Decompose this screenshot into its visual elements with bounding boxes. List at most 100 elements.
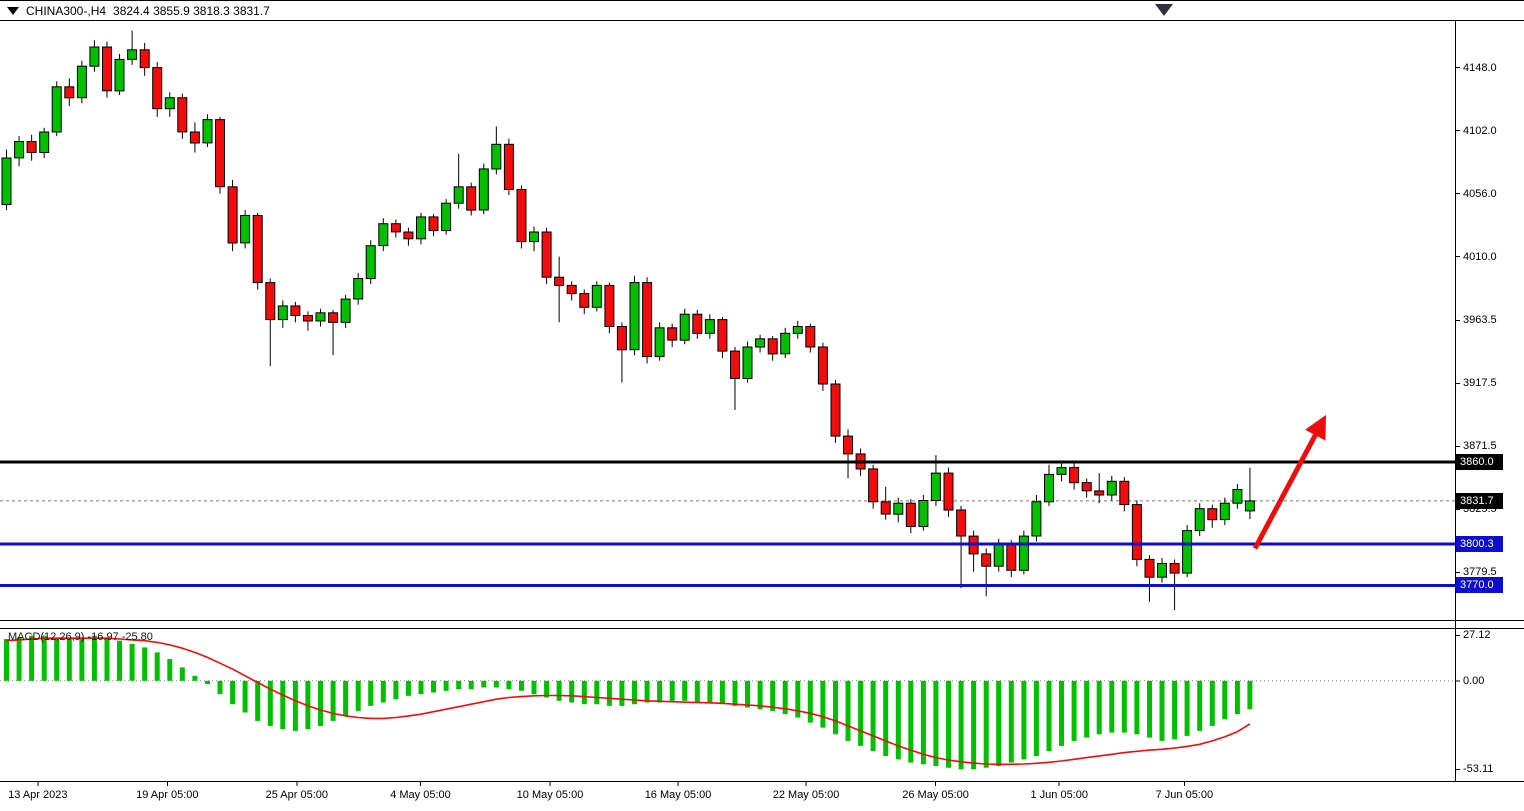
candle-body	[591, 284, 602, 308]
macd-bar	[355, 680, 361, 711]
candle-body	[516, 189, 527, 243]
time-axis-label: 13 Apr 2023	[8, 789, 68, 801]
candle-body	[616, 326, 627, 351]
chart-shift-icon[interactable]	[1155, 4, 1173, 16]
macd-bar	[732, 680, 738, 706]
macd-bar	[531, 680, 537, 695]
candle-body	[353, 278, 364, 300]
macd-bar	[933, 680, 939, 766]
current-price-tag: 3831.7	[1456, 492, 1503, 509]
candle-body	[642, 282, 653, 358]
macd-bar	[4, 639, 9, 681]
symbol-dropdown-icon[interactable]	[7, 7, 19, 15]
candle-body	[956, 509, 967, 537]
candle-body	[780, 332, 791, 355]
price-level-tag: 3770.0	[1456, 577, 1503, 594]
macd-bar	[581, 680, 587, 705]
macd-signal-line	[6, 637, 1251, 766]
candle-body	[240, 215, 251, 244]
price-level-tag: 3800.3	[1456, 535, 1503, 552]
candle-body	[1157, 563, 1167, 578]
macd-bar	[845, 680, 851, 741]
candle-body	[730, 350, 740, 380]
time-axis-label: 22 May 05:00	[772, 789, 840, 801]
macd-bar	[54, 637, 60, 681]
candle-body	[830, 383, 841, 437]
candle-body	[667, 327, 678, 341]
candle-body	[252, 215, 263, 284]
macd-bar	[493, 680, 499, 688]
candle-body	[930, 472, 941, 502]
macd-bar	[1059, 680, 1064, 746]
candle-body	[14, 141, 25, 159]
macd-bar	[556, 680, 562, 701]
candles	[1, 30, 1255, 610]
macd-bar	[1222, 680, 1228, 720]
macd-bar	[292, 680, 298, 731]
macd-bar	[1209, 680, 1215, 726]
macd-tick-label: -53.11	[1463, 763, 1494, 776]
candle-body	[1207, 508, 1218, 521]
macd-bar	[606, 680, 612, 706]
macd-bar	[104, 637, 110, 681]
macd-bar	[217, 680, 223, 695]
candle-body	[880, 501, 891, 515]
macd-bar	[431, 680, 436, 693]
macd-bar	[456, 680, 462, 690]
candle-body	[629, 282, 640, 351]
macd-name: MACD(12,26,9)	[8, 631, 85, 643]
macd-bar	[657, 680, 663, 703]
macd-bar	[41, 635, 47, 681]
macd-bar	[330, 680, 336, 721]
candle-body	[981, 553, 992, 567]
candle-body	[742, 346, 753, 379]
price-tick-label: 3963.5	[1463, 314, 1497, 327]
candle-body	[704, 319, 715, 334]
candle-body	[164, 97, 175, 110]
symbol-timeframe-label: CHINA300-,H4	[26, 4, 107, 18]
macd-bar	[707, 680, 713, 703]
candle-body	[189, 131, 200, 144]
macd-indicator-label: MACD(12,26,9) -16.97 -25.80	[8, 631, 153, 643]
macd-bar	[632, 680, 637, 705]
macd-bar	[1071, 680, 1077, 741]
price-tick-label: 3917.5	[1463, 377, 1497, 390]
macd-bar	[29, 635, 35, 681]
macd-bar	[669, 680, 675, 701]
candle-body	[441, 202, 452, 232]
candle-body	[453, 186, 464, 204]
macd-bar	[795, 680, 801, 718]
candle-body	[152, 67, 163, 110]
macd-bar	[142, 647, 148, 681]
candle-body	[416, 216, 426, 240]
macd-bar	[782, 680, 788, 715]
macd-bar	[1033, 680, 1039, 756]
price-tick-label: 4056.0	[1463, 187, 1497, 200]
candle-body	[541, 231, 552, 278]
macd-bar	[117, 640, 122, 681]
macd-bar	[745, 680, 750, 708]
candle-body	[1169, 563, 1180, 574]
candle-body	[767, 338, 778, 355]
macd-bar	[757, 680, 763, 710]
macd-bar	[644, 680, 650, 703]
macd-bar	[1046, 680, 1052, 751]
time-axis-label: 19 Apr 05:00	[136, 789, 199, 801]
candle-body	[277, 305, 288, 321]
macd-bar	[619, 680, 625, 706]
candle-body	[1056, 467, 1067, 475]
macd-bar	[1247, 680, 1253, 710]
candle-body	[127, 49, 138, 60]
arrow-annotation[interactable]	[1252, 414, 1327, 550]
price-tick-label: 4010.0	[1463, 250, 1497, 263]
macd-bar	[1197, 680, 1203, 731]
candle-body	[843, 435, 853, 455]
macd-bar	[368, 680, 374, 706]
macd-bar	[1084, 680, 1090, 738]
macd-bar	[1008, 680, 1014, 763]
price-level-tag: 3860.0	[1456, 454, 1503, 471]
macd-bar	[418, 680, 424, 695]
macd-bar	[895, 680, 901, 760]
macd-values: -16.97 -25.80	[87, 631, 153, 643]
